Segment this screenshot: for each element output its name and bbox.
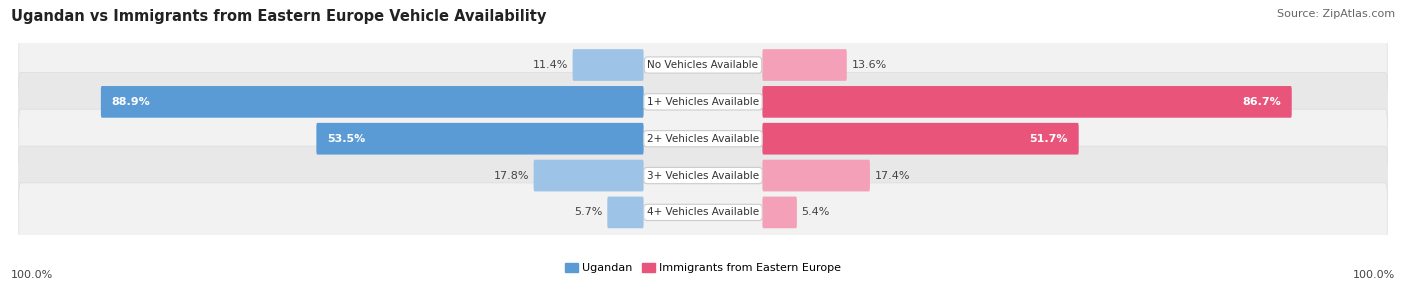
Text: 13.6%: 13.6% — [851, 60, 887, 70]
FancyBboxPatch shape — [316, 123, 644, 154]
Text: 3+ Vehicles Available: 3+ Vehicles Available — [647, 170, 759, 180]
Text: 5.7%: 5.7% — [575, 207, 603, 217]
FancyBboxPatch shape — [762, 160, 870, 191]
Text: 51.7%: 51.7% — [1029, 134, 1067, 144]
FancyBboxPatch shape — [572, 49, 644, 81]
Text: 100.0%: 100.0% — [1353, 270, 1395, 280]
Text: 1+ Vehicles Available: 1+ Vehicles Available — [647, 97, 759, 107]
Text: 86.7%: 86.7% — [1241, 97, 1281, 107]
Legend: Ugandan, Immigrants from Eastern Europe: Ugandan, Immigrants from Eastern Europe — [560, 258, 846, 278]
Text: 53.5%: 53.5% — [328, 134, 366, 144]
Text: 4+ Vehicles Available: 4+ Vehicles Available — [647, 207, 759, 217]
Text: 88.9%: 88.9% — [111, 97, 150, 107]
FancyBboxPatch shape — [18, 183, 1388, 242]
FancyBboxPatch shape — [762, 196, 797, 228]
FancyBboxPatch shape — [18, 109, 1388, 168]
Text: Ugandan vs Immigrants from Eastern Europe Vehicle Availability: Ugandan vs Immigrants from Eastern Europ… — [11, 9, 547, 23]
FancyBboxPatch shape — [101, 86, 644, 118]
FancyBboxPatch shape — [18, 72, 1388, 131]
FancyBboxPatch shape — [18, 35, 1388, 94]
Text: 17.8%: 17.8% — [494, 170, 529, 180]
Text: 2+ Vehicles Available: 2+ Vehicles Available — [647, 134, 759, 144]
FancyBboxPatch shape — [18, 146, 1388, 205]
Text: 100.0%: 100.0% — [11, 270, 53, 280]
Text: 11.4%: 11.4% — [533, 60, 568, 70]
FancyBboxPatch shape — [607, 196, 644, 228]
Text: No Vehicles Available: No Vehicles Available — [648, 60, 758, 70]
FancyBboxPatch shape — [762, 49, 846, 81]
Text: 5.4%: 5.4% — [801, 207, 830, 217]
FancyBboxPatch shape — [762, 123, 1078, 154]
FancyBboxPatch shape — [762, 86, 1292, 118]
FancyBboxPatch shape — [534, 160, 644, 191]
Text: 17.4%: 17.4% — [875, 170, 910, 180]
Text: Source: ZipAtlas.com: Source: ZipAtlas.com — [1277, 9, 1395, 19]
